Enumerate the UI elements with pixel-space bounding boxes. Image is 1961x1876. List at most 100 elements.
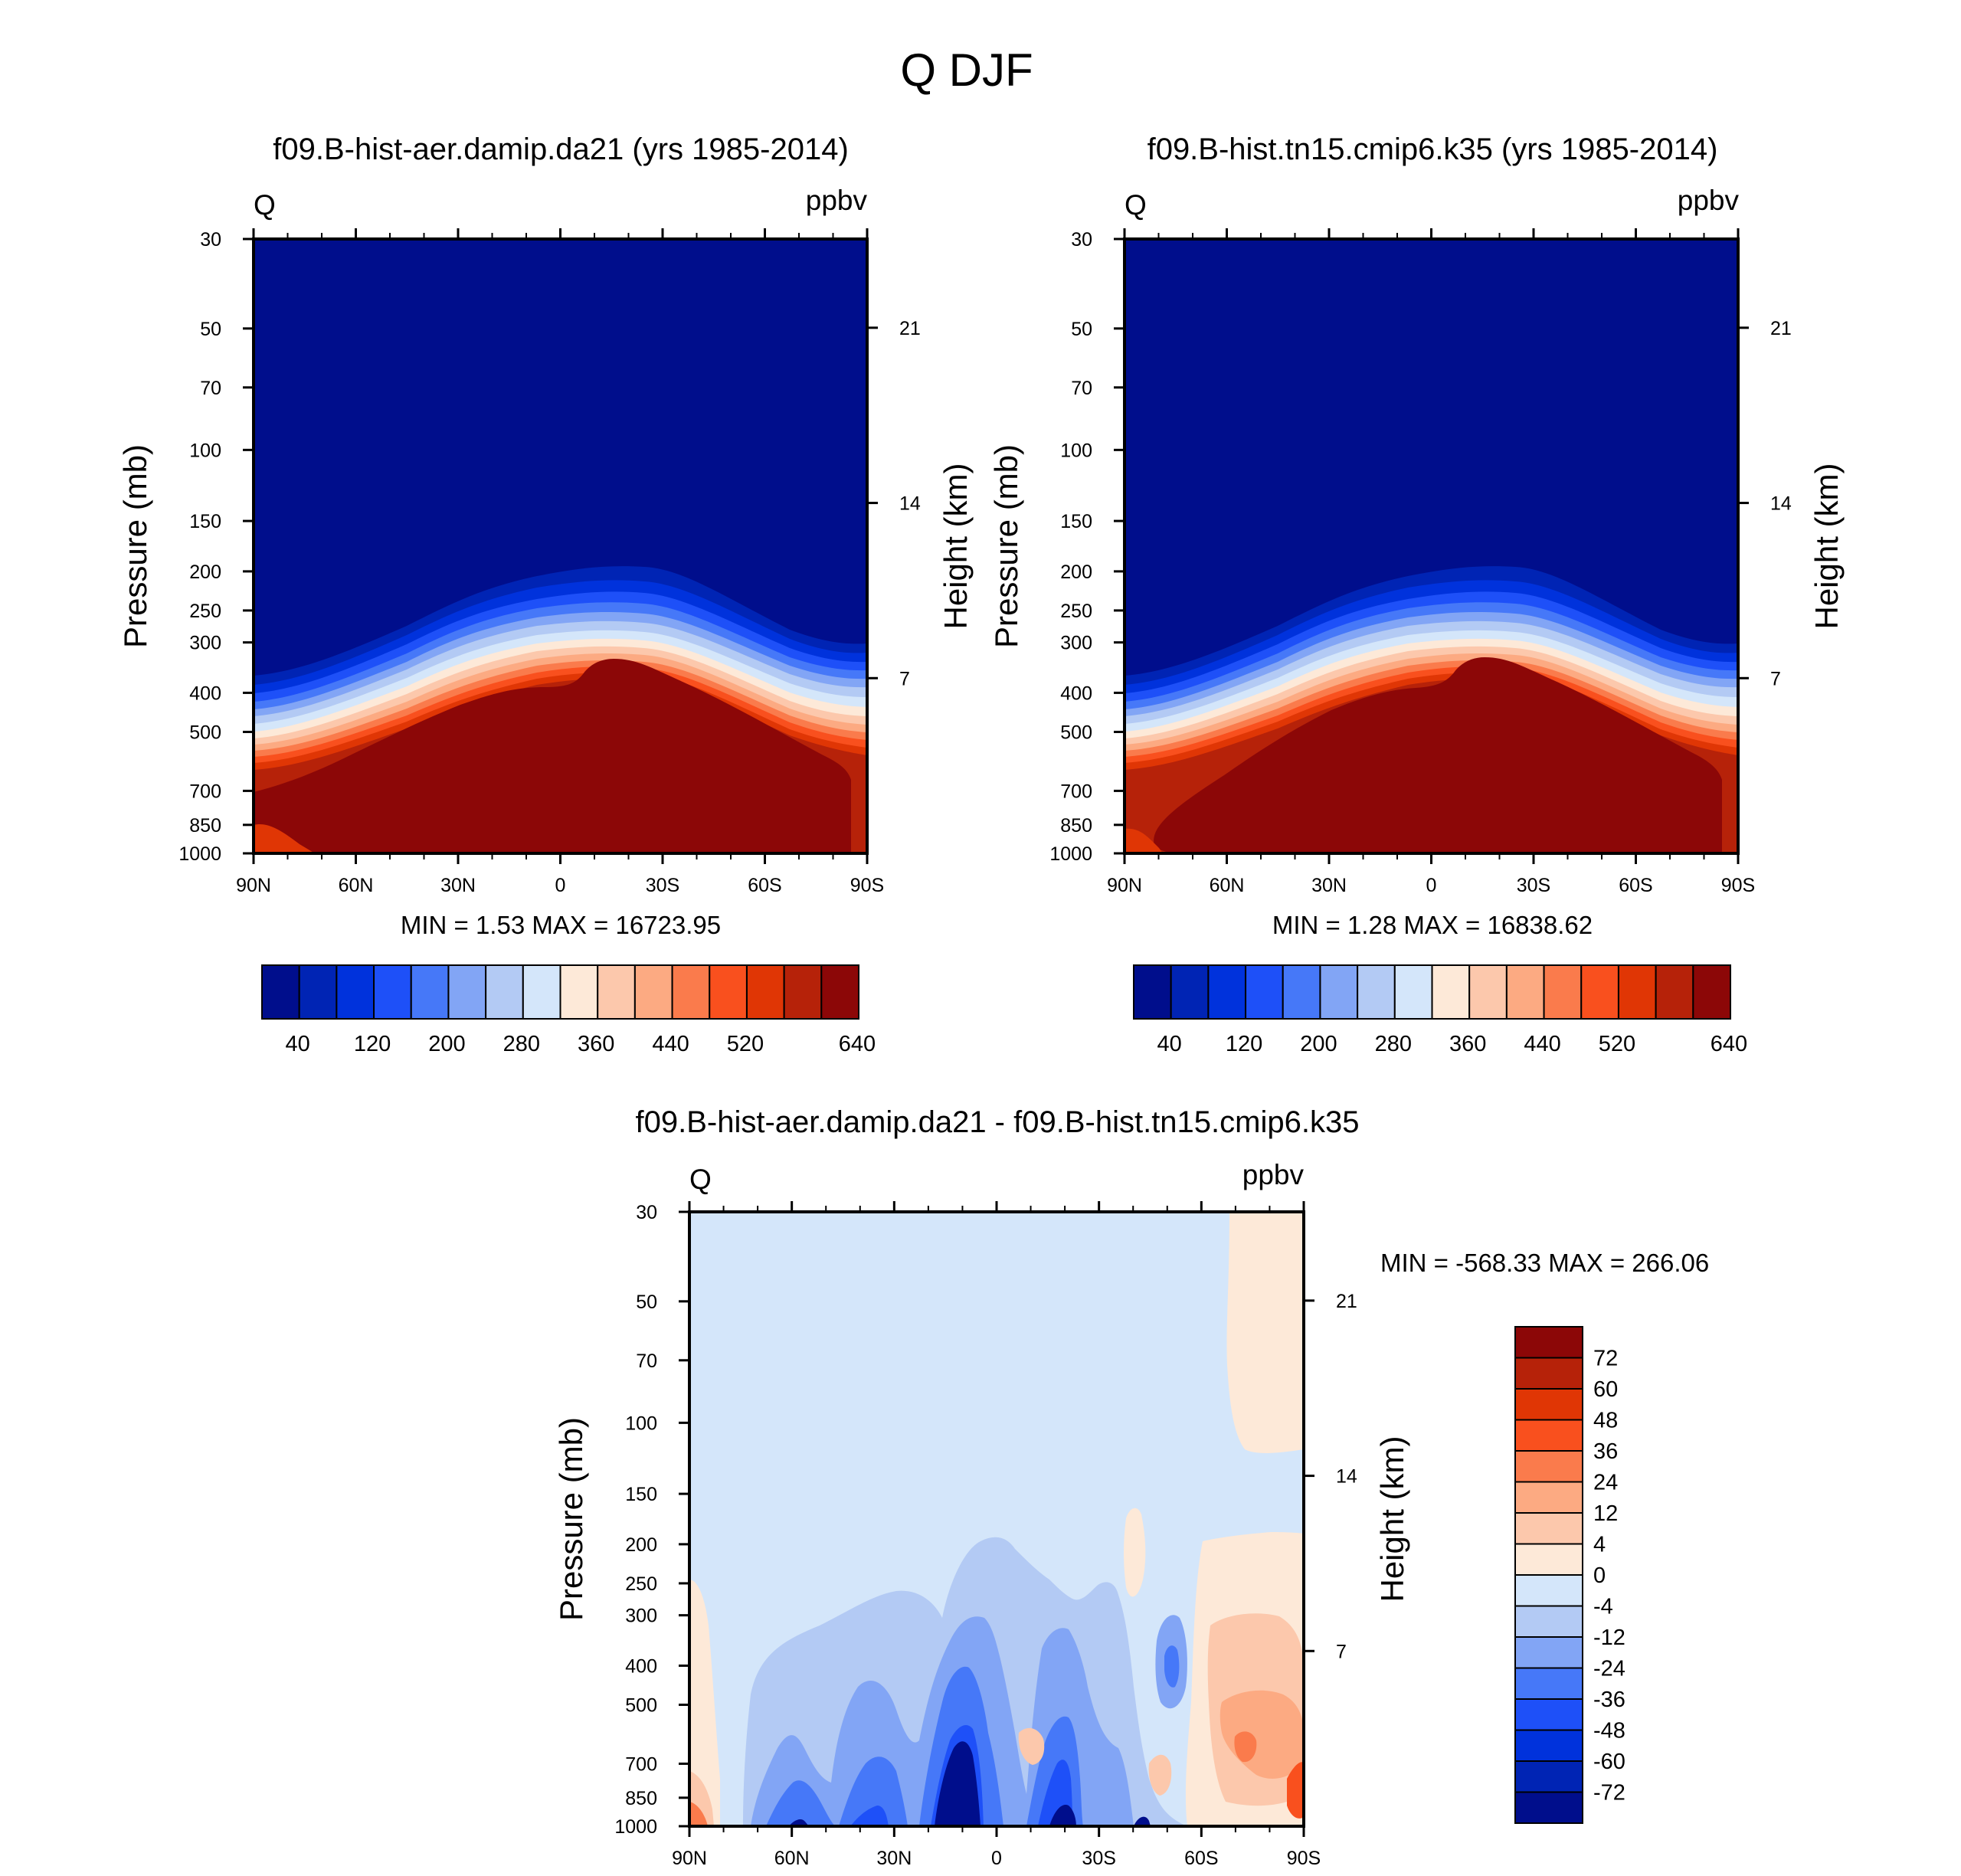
colorbar-label: -36 — [1593, 1688, 1625, 1712]
y-tick-label: 200 — [1060, 561, 1092, 583]
x-tick-label: 60N — [774, 1848, 810, 1869]
y-tick-label: 30 — [200, 229, 221, 250]
colorbar-label: 440 — [652, 1032, 689, 1056]
colorbar-label: 36 — [1593, 1439, 1618, 1464]
y-tick-label: 500 — [1060, 722, 1092, 743]
panel-1-min-max: MIN = 1.53 MAX = 16723.95 — [401, 911, 721, 939]
colorbar-label: -24 — [1593, 1657, 1625, 1681]
y-tick-label: 100 — [1060, 440, 1092, 461]
y-right-tick-label: 7 — [1770, 668, 1781, 689]
x-tick-label: 0 — [1426, 875, 1437, 896]
colorbar-label: 200 — [428, 1032, 465, 1056]
colorbar-label: 0 — [1593, 1563, 1606, 1588]
y-tick-label: 1000 — [614, 1816, 657, 1838]
colorbar-swatch — [298, 964, 338, 1020]
x-tick-label: 30N — [440, 875, 476, 896]
y-tick-label: 1000 — [1049, 843, 1092, 865]
y-tick-label: 850 — [1060, 815, 1092, 837]
feature-neg-72 — [789, 1741, 1151, 1826]
panel-2: f09.B-hist.tn15.cmip6.k35 (yrs 1985-2014… — [988, 133, 1845, 1056]
panel-1-units: ppbv — [806, 185, 868, 216]
colorbar-swatch — [1514, 1543, 1583, 1576]
colorbar-swatch — [1514, 1326, 1583, 1359]
colorbar-swatch — [1133, 964, 1172, 1020]
x-tick-label: 0 — [991, 1848, 1002, 1869]
y-tick-label: 30 — [1071, 229, 1092, 250]
y-tick-label: 100 — [189, 440, 221, 461]
colorbar-label: 48 — [1593, 1409, 1618, 1433]
colorbar-swatch — [1580, 964, 1619, 1020]
y-tick-label: 400 — [1060, 683, 1092, 704]
x-tick-label: 30S — [1517, 875, 1550, 896]
x-tick-label: 90N — [672, 1848, 707, 1869]
colorbar-swatch — [1514, 1760, 1583, 1793]
colorbar-swatch — [1514, 1729, 1583, 1762]
colorbar-swatch — [1514, 1636, 1583, 1669]
y-tick-label: 400 — [189, 683, 221, 704]
x-tick-label: 90N — [236, 875, 271, 896]
colorbar-label: 60 — [1593, 1377, 1618, 1402]
colorbar-swatch — [1468, 964, 1508, 1020]
x-tick-label: 0 — [555, 875, 566, 896]
colorbar-label: 360 — [578, 1032, 614, 1056]
colorbar-label: 520 — [727, 1032, 764, 1056]
y-tick-label: 250 — [1060, 601, 1092, 622]
panel-2-ylabel-right: Height (km) — [1809, 463, 1845, 629]
y-tick-label: 300 — [1060, 633, 1092, 654]
colorbar-swatch — [559, 964, 599, 1020]
x-tick-label: 30N — [1311, 875, 1347, 896]
colorbar-label: 120 — [1226, 1032, 1262, 1056]
panel-3-axes: 3050701001502002503004005007008501000211… — [614, 1201, 1357, 1869]
panel-1-plot — [252, 237, 869, 855]
colorbar-label: -72 — [1593, 1781, 1625, 1806]
feature-south-positive-36 — [1234, 1731, 1257, 1763]
colorbar-swatch — [633, 964, 673, 1020]
x-tick-label: 60S — [748, 875, 781, 896]
colorbar-swatch — [1207, 964, 1247, 1020]
colorbar-swatch — [1431, 964, 1471, 1020]
colorbar-swatch — [1514, 1419, 1583, 1452]
y-tick-label: 150 — [625, 1484, 657, 1505]
panel-2-variable: Q — [1125, 189, 1147, 221]
panel-1-axes: 3050701001502002503004005007008501000211… — [178, 228, 921, 896]
colorbar-swatch — [1655, 964, 1694, 1020]
colorbar-label: 640 — [839, 1032, 876, 1056]
colorbar-label: -60 — [1593, 1750, 1625, 1774]
x-tick-label: 90S — [1721, 875, 1755, 896]
colorbar-swatch — [1543, 964, 1583, 1020]
surface-reds — [254, 824, 315, 853]
y-tick-label: 500 — [625, 1694, 657, 1716]
y-tick-label: 150 — [189, 511, 221, 532]
feature-upper-positive-tongue — [1124, 1508, 1146, 1597]
feature-south-positive-edge — [1287, 1762, 1304, 1819]
colorbar-swatch — [671, 964, 711, 1020]
colorbar-label: 640 — [1711, 1032, 1747, 1056]
y-tick-label: 500 — [189, 722, 221, 743]
y-tick-label: 200 — [189, 561, 221, 583]
y-tick-label: 250 — [625, 1573, 657, 1595]
colorbar-label: -48 — [1593, 1719, 1625, 1743]
feature-polar-strat-positive — [1226, 1212, 1304, 1453]
y-tick-label: 200 — [625, 1534, 657, 1556]
y-tick-label: 150 — [1060, 511, 1092, 532]
x-tick-label: 60N — [1210, 875, 1245, 896]
colorbar-swatch — [485, 964, 524, 1020]
colorbar-label: 520 — [1599, 1032, 1635, 1056]
feature-south-surface-pos — [1148, 1754, 1172, 1796]
panel-3-units: ppbv — [1242, 1159, 1305, 1190]
colorbar-swatch — [1282, 964, 1321, 1020]
y-right-tick-label: 7 — [1336, 1641, 1347, 1662]
colorbar-swatch — [1514, 1450, 1583, 1483]
y-right-tick-label: 7 — [899, 668, 910, 689]
colorbar-label: 24 — [1593, 1471, 1618, 1495]
figure-title: Q DJF — [900, 44, 1033, 96]
panel-3: f09.B-hist-aer.damip.da21 - f09.B-hist.t… — [553, 1105, 1709, 1869]
colorbar-label: -12 — [1593, 1626, 1625, 1650]
feature-north-positive-36 — [689, 1802, 708, 1826]
colorbar-label: 280 — [503, 1032, 540, 1056]
colorbar-label: 120 — [354, 1032, 391, 1056]
y-right-tick-label: 21 — [1770, 318, 1792, 339]
x-tick-label: 30S — [646, 875, 679, 896]
panel-2-plot — [1123, 237, 1740, 855]
panel-3-ylabel: Pressure (mb) — [553, 1417, 589, 1621]
